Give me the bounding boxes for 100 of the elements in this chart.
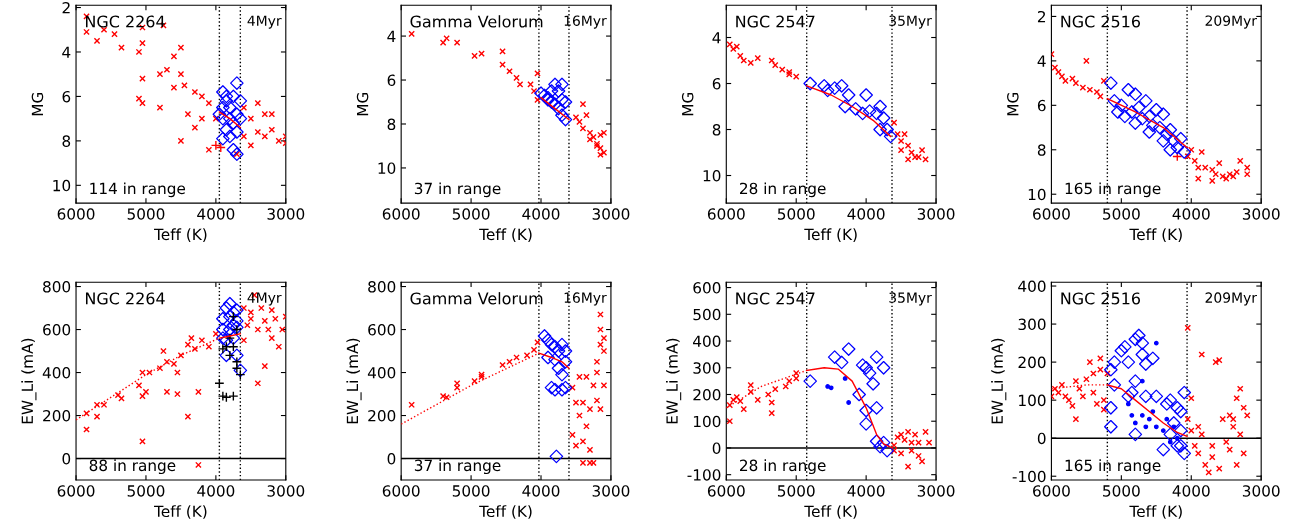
y-tick-label: 10 [703,169,721,182]
x-tick-label: 4000 [847,208,885,220]
x-axis-title: Teff (K) [479,228,532,242]
x-tick-label: 3000 [1242,485,1280,497]
y-tick-label: 8 [1037,144,1046,156]
x-tick-label: 6000 [1033,208,1070,220]
y-tick-label: 4 [62,46,71,58]
y-axis-title: EW_Li (mA) [665,338,682,424]
y-tick-label: -100 [687,469,721,481]
y-axis-title: MG [31,92,44,116]
y-tick-label: 4 [387,30,396,42]
y-axis-title: EW_Li (mA) [991,338,1007,424]
y-tick-label: 10 [378,162,396,174]
y-axis-title: MG [681,92,694,116]
y-tick-label: 400 [693,335,721,348]
y-tick-label: 0 [387,452,396,465]
x-tick-label: 4000 [522,208,560,220]
x-tick-label: 5000 [1103,485,1140,497]
y-tick-label: 4 [712,32,721,44]
x-tick-label: 3000 [592,208,630,220]
annotation: 16Myr [564,15,607,29]
x-tick-label: 4000 [847,485,885,497]
text: Gamma Velorum [410,292,543,305]
y-tick-label: 0 [62,452,71,465]
annotation: 35Myr [889,292,932,306]
y-tick-label: -100 [1012,470,1046,483]
y-tick-label: 8 [712,123,721,136]
annotation: 37 in range [414,182,501,198]
x-tick-label: 5000 [777,485,815,497]
x-axis-title: Teff (K) [154,228,207,242]
x-tick-label: 4000 [1172,208,1210,220]
y-tick-label: 2 [62,2,70,14]
y-tick-label: 600 [693,282,721,294]
text: NGC 2547 [736,292,815,305]
y-tick-label: 200 [368,409,396,422]
annotation: 165 in range [1065,182,1161,198]
y-axis-title: MG [356,92,369,116]
annotation: 114 in range [90,182,186,198]
text: NGC 2516 [1061,15,1141,28]
y-tick-label: 100 [1019,394,1046,407]
y-tick-label: 6 [387,74,396,87]
y-tick-label: 200 [1018,356,1046,369]
y-tick-label: 10 [53,179,71,192]
y-tick-label: 4 [1037,55,1046,67]
y-tick-label: 400 [42,366,71,379]
y-axis-title: MG [1007,92,1019,116]
y-tick-label: 0 [1037,432,1046,445]
annotation: 4Myr [247,292,282,306]
y-axis-title: EW_Li (mA) [346,338,362,424]
y-tick-label: 6 [1037,99,1046,112]
y-tick-label: 400 [1018,280,1046,293]
x-tick-label: 6000 [707,485,745,497]
y-tick-label: 8 [62,135,71,147]
x-tick-label: 6000 [382,485,420,497]
text: NGC 2516 [1061,292,1141,305]
y-tick-label: 800 [43,280,71,293]
x-tick-label: 3000 [917,208,955,220]
y-tick-label: 300 [1018,318,1046,331]
x-axis-title: Teff (K) [1129,228,1182,242]
y-tick-label: 600 [43,323,71,336]
x-tick-label: 6000 [57,208,95,220]
x-tick-label: 6000 [57,485,95,497]
text: NGC 2547 [736,15,815,28]
y-tick-label: 800 [368,280,396,293]
y-tick-label: 0 [712,442,721,454]
x-tick-label: 4000 [1172,485,1210,497]
annotation: 35Myr [889,15,932,29]
x-tick-label: 5000 [452,485,490,497]
x-tick-label: 6000 [382,208,420,220]
y-tick-label: 600 [368,323,396,336]
x-tick-label: 5000 [127,208,165,220]
x-axis-title: Teff (K) [154,505,207,519]
annotation: 4Myr [247,15,282,29]
annotation: 165 in range [1065,459,1161,475]
x-tick-label: 3000 [267,208,305,220]
x-tick-label: 5000 [777,208,815,220]
y-tick-label: 2 [1037,10,1046,23]
y-tick-label: 300 [693,362,721,374]
x-axis-title: Teff (K) [479,505,532,519]
x-tick-label: 3000 [592,485,630,497]
x-tick-label: 5000 [127,485,165,497]
text: NGC 2264 [86,292,165,305]
annotation: 16Myr [564,292,607,306]
annotation: 28 in range [740,182,826,198]
x-axis-title: Teff (K) [804,228,857,242]
x-tick-label: 4000 [522,485,560,497]
annotation: 28 in range [740,459,826,475]
y-tick-label: 200 [43,409,71,422]
y-tick-label: 6 [712,77,721,90]
x-tick-label: 3000 [267,485,305,497]
y-tick-label: 400 [367,366,396,379]
y-tick-label: 100 [693,415,721,428]
x-tick-label: 3000 [1242,208,1280,220]
x-tick-label: 6000 [1033,485,1070,497]
y-tick-label: 200 [693,388,721,401]
y-tick-label: 500 [693,308,721,321]
x-tick-label: 5000 [1103,208,1140,220]
annotation: 88 in range [89,459,176,475]
annotation: 209Myr [1205,15,1257,29]
y-tick-label: 6 [62,90,71,103]
